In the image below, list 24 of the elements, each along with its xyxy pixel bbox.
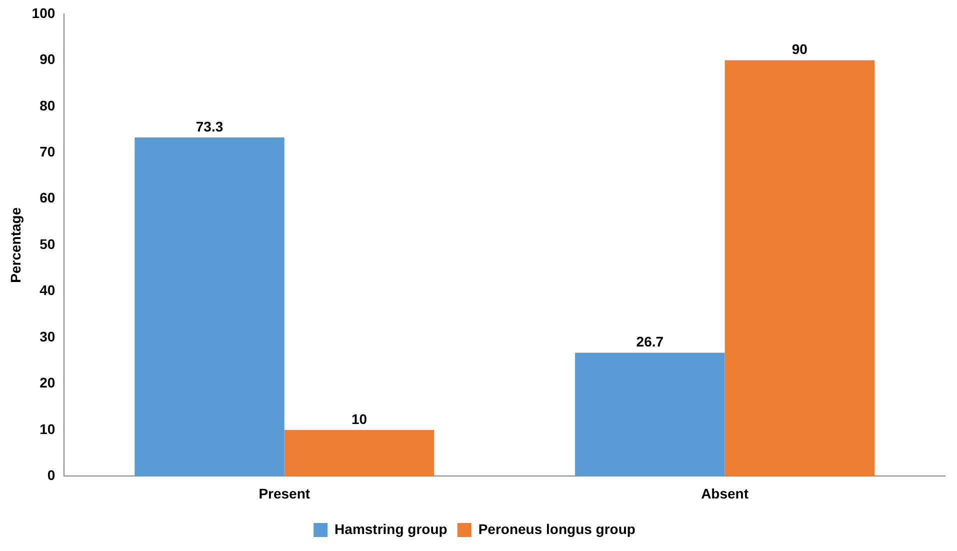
data-label: 10 [351,410,368,427]
bar [284,430,434,476]
x-tick-label: Absent [701,485,749,502]
data-label: 73.3 [196,118,224,134]
y-tick-label: 90 [40,51,56,68]
legend-label: Hamstring group [334,520,448,537]
y-tick-label: 0 [47,467,56,484]
x-tick-label: Present [258,485,310,502]
bar [575,352,725,476]
bar [134,137,284,476]
y-tick-label: 60 [40,190,56,206]
y-tick-label: 100 [32,4,56,21]
y-tick-label: 10 [40,420,56,437]
legend-label: Peroneus longus group [478,520,636,537]
bar [724,60,875,476]
y-tick-label: 20 [40,374,56,391]
y-tick-label: 40 [40,282,56,298]
y-tick-label: 50 [40,236,56,252]
data-label: 90 [792,41,808,58]
data-label: 26.7 [636,334,664,350]
y-tick-label: 30 [40,328,56,344]
y-axis-title: Percentage [7,207,24,283]
y-tick-label: 80 [40,97,56,114]
y-tick-label: 70 [40,144,56,160]
